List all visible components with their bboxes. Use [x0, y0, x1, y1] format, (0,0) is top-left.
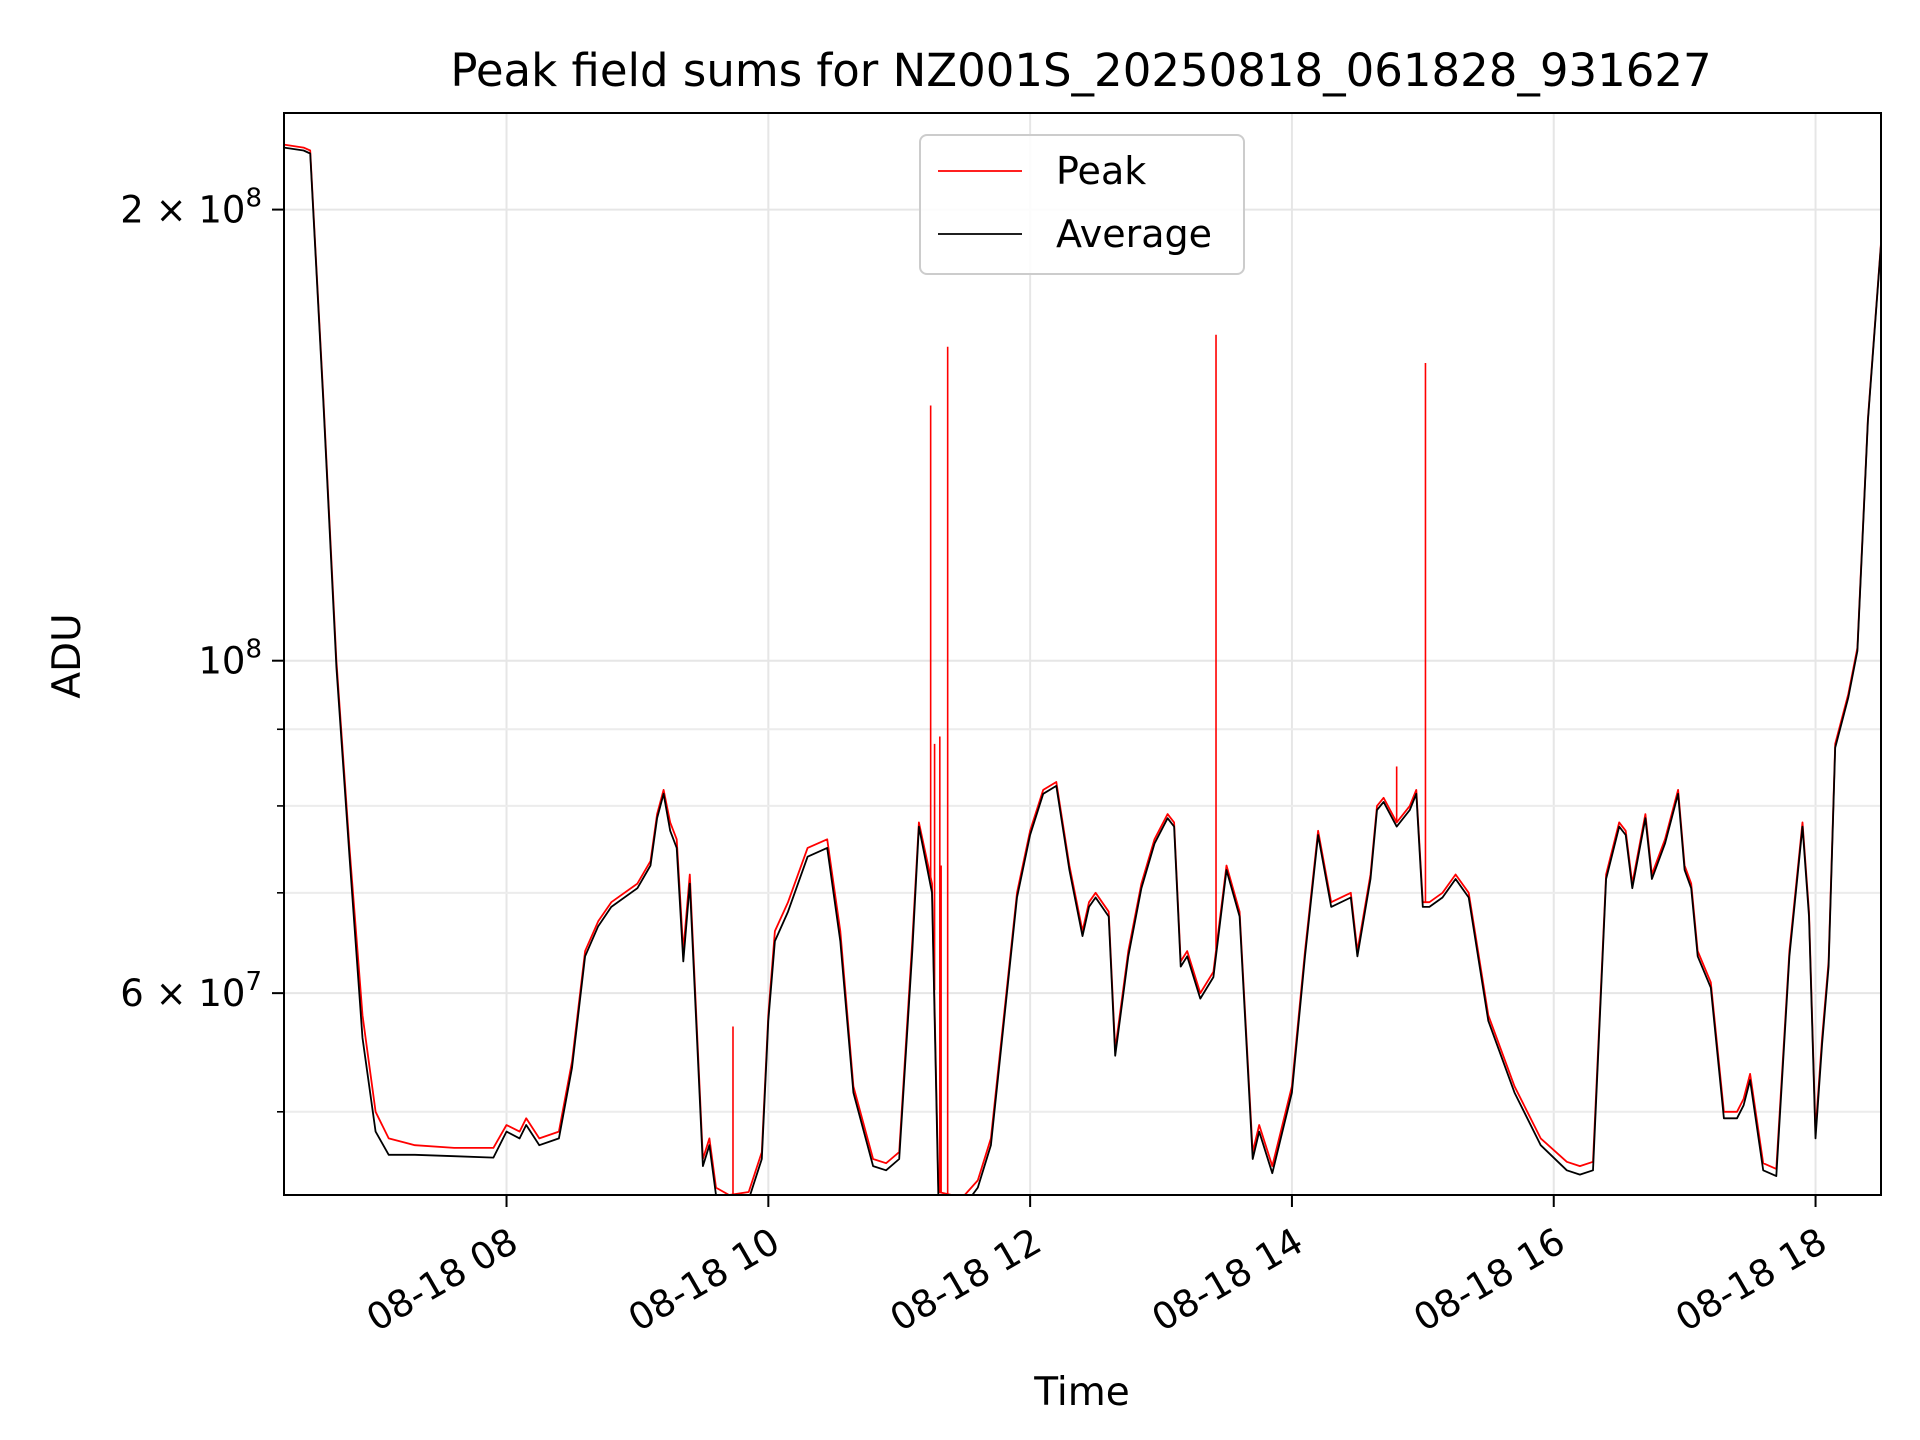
series-layer [284, 143, 1881, 1195]
y-tick-label: 108 [198, 635, 262, 683]
x-axis-label: Time [1033, 1370, 1129, 1415]
legend-box [919, 134, 1245, 275]
grid-lines [284, 113, 1881, 1195]
series-line-peak [284, 143, 1881, 1195]
legend-label-average: Average [1056, 212, 1212, 256]
y-tick-label: 6 × 107 [120, 967, 262, 1015]
legend: Peak Average [919, 134, 1245, 275]
y-axis-label: ADU [45, 613, 90, 698]
plot-frame [283, 112, 1882, 1196]
y-tick-label: 2 × 108 [120, 184, 262, 232]
series-line-average [284, 146, 1881, 1195]
y-axis-ticks: 2 × 108 108 6 × 107 [120, 184, 284, 1015]
y-minor-ticks [277, 728, 284, 1113]
legend-label-peak: Peak [1056, 149, 1146, 193]
chart-title: Peak field sums for NZ001S_20250818_0618… [450, 44, 1711, 97]
